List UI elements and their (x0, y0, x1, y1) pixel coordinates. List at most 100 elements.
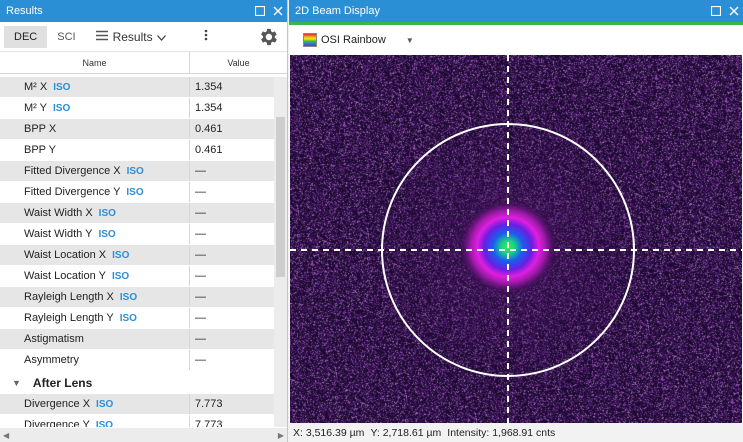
table-row[interactable]: BPP Y 0.461 (0, 140, 274, 161)
group-header-after-lens[interactable]: ▼ After Lens (0, 371, 274, 394)
column-header-value[interactable]: Value (227, 58, 250, 68)
sci-tab[interactable]: SCI (57, 30, 76, 43)
beam-display-panel: 2D Beam Display OSI Rainbow ▼ (289, 0, 743, 442)
scroll-right-icon[interactable]: ▶ (277, 430, 284, 440)
row-value: — (195, 270, 206, 282)
row-name-cell: Rayleigh Length X ISO (0, 287, 190, 307)
table-row[interactable]: Astigmatism — (0, 329, 274, 350)
row-value: 0.461 (195, 123, 223, 135)
row-name-cell: BPP X (0, 119, 190, 139)
row-value: 1.354 (195, 81, 223, 93)
row-name-cell: Waist Width X ISO (0, 203, 190, 223)
row-name: M² Y (24, 102, 48, 114)
results-panel: Results DEC SCI Results Name Value (0, 0, 288, 442)
table-row[interactable]: Rayleigh Length Y ISO — (0, 308, 274, 329)
row-name-cell: Waist Width Y ISO (0, 224, 190, 244)
iso-link[interactable]: ISO (119, 291, 138, 303)
row-name: Divergence Y (24, 419, 90, 427)
results-toolbar: DEC SCI Results (0, 22, 287, 52)
table-row[interactable]: Waist Width Y ISO — (0, 224, 274, 245)
horizontal-scrollbar[interactable]: ◀ ▶ (0, 428, 287, 442)
beam-title: 2D Beam Display (295, 5, 380, 17)
table-row[interactable]: BPP X 0.461 (0, 119, 274, 140)
iso-link[interactable]: ISO (126, 165, 144, 177)
row-value: — (195, 186, 206, 198)
iso-link[interactable]: ISO (53, 81, 71, 93)
results-table-body: M² X ISO 1.354 M² Y ISO 1.354 BPP X 0.461 BPP Y 0… (0, 77, 274, 427)
table-row[interactable]: Divergence Y ISO 7.773 (0, 415, 274, 427)
row-value: 7.773 (195, 419, 223, 427)
palette-dropdown[interactable]: OSI Rainbow ▼ (303, 33, 414, 47)
row-name-cell: Divergence X ISO (0, 394, 190, 414)
row-name: Rayleigh Length Y (24, 312, 114, 324)
maximize-icon[interactable] (251, 0, 269, 22)
more-options-icon[interactable] (204, 29, 208, 44)
intensity-readout: Intensity: 1,968.91 cnts (447, 426, 556, 439)
row-name: M² X (24, 81, 48, 93)
row-name-cell: M² Y ISO (0, 98, 190, 118)
beam-overlay (290, 55, 742, 423)
close-icon[interactable] (725, 0, 743, 22)
table-row[interactable]: M² Y ISO 1.354 (0, 98, 274, 119)
results-titlebar: Results (0, 0, 287, 22)
table-row[interactable]: Divergence X ISO 7.773 (0, 394, 274, 415)
table-row[interactable]: Fitted Divergence X ISO — (0, 161, 274, 182)
iso-link[interactable]: ISO (119, 312, 137, 324)
table-row[interactable]: Asymmetry — (0, 350, 274, 371)
iso-link[interactable]: ISO (112, 249, 130, 261)
row-name: Waist Width X (24, 207, 93, 219)
iso-link[interactable]: ISO (111, 270, 130, 282)
results-menu-button[interactable]: Results (95, 29, 166, 44)
row-value: 0.461 (195, 144, 223, 156)
row-name-cell: Fitted Divergence Y ISO (0, 182, 190, 202)
beam-image[interactable] (290, 55, 742, 423)
row-name: BPP X (24, 123, 57, 135)
list-icon (95, 30, 108, 44)
row-value: — (195, 249, 206, 261)
row-value: — (195, 312, 206, 324)
column-header-name[interactable]: Name (0, 52, 190, 73)
iso-link[interactable]: ISO (98, 207, 116, 219)
results-menu-label: Results (112, 29, 153, 44)
active-indicator (289, 22, 743, 25)
row-name: Waist Location Y (24, 270, 106, 282)
dec-tab[interactable]: DEC (4, 25, 48, 48)
row-name: Divergence X (24, 398, 91, 410)
row-name: Fitted Divergence X (24, 165, 121, 177)
iso-link[interactable]: ISO (126, 186, 144, 198)
table-row[interactable]: Waist Location Y ISO — (0, 266, 274, 287)
row-value: 1.354 (195, 102, 223, 114)
row-name-cell: Astigmatism (0, 329, 190, 349)
row-name: Asymmetry (24, 354, 79, 366)
row-name: Rayleigh Length X (24, 291, 114, 303)
dropdown-arrow-icon: ▼ (405, 35, 414, 45)
row-name: Waist Location X (24, 249, 107, 261)
row-value: — (195, 333, 206, 345)
beam-toolbar: OSI Rainbow ▼ (289, 25, 743, 55)
iso-link[interactable]: ISO (53, 102, 71, 114)
palette-swatch-icon (303, 33, 317, 47)
close-icon[interactable] (269, 0, 287, 22)
row-value: 7.773 (195, 398, 223, 410)
scroll-left-icon[interactable]: ◀ (3, 430, 10, 440)
row-name-cell: Waist Location X ISO (0, 245, 190, 265)
row-value: — (195, 228, 206, 240)
table-row[interactable]: M² X ISO 1.354 (0, 77, 274, 98)
gear-icon[interactable] (257, 26, 279, 51)
vertical-scrollbar[interactable] (274, 77, 287, 427)
iso-link[interactable]: ISO (96, 398, 114, 410)
scrollbar-thumb[interactable] (276, 117, 285, 277)
table-row[interactable]: Waist Width X ISO — (0, 203, 274, 224)
chevron-down-icon[interactable]: ▼ (12, 377, 21, 388)
beam-titlebar: 2D Beam Display (289, 0, 743, 22)
iso-link[interactable]: ISO (98, 228, 116, 240)
table-row[interactable]: Rayleigh Length X ISO — (0, 287, 274, 308)
table-row[interactable]: Fitted Divergence Y ISO — (0, 182, 274, 203)
palette-label: OSI Rainbow (321, 34, 386, 46)
row-name-cell: Waist Location Y ISO (0, 266, 190, 286)
row-value: — (195, 207, 206, 219)
row-name: Astigmatism (24, 333, 84, 345)
table-row[interactable]: Waist Location X ISO — (0, 245, 274, 266)
maximize-icon[interactable] (707, 0, 725, 22)
iso-link[interactable]: ISO (95, 419, 114, 428)
